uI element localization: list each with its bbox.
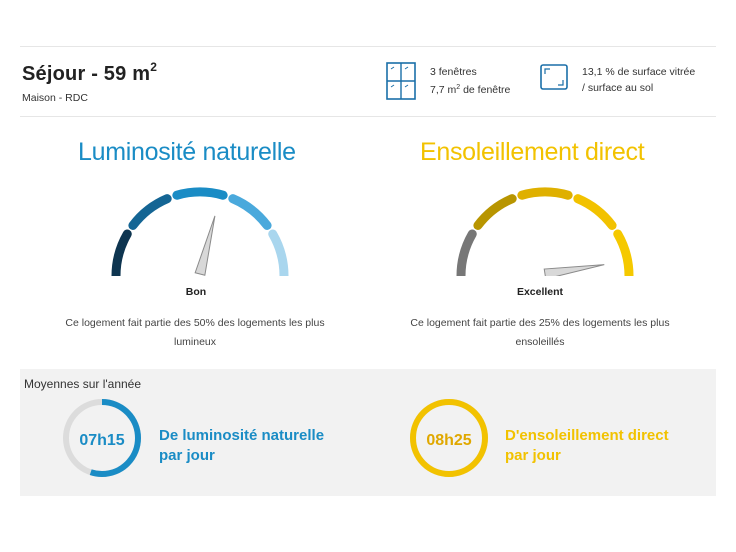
averages-title: Moyennes sur l'année — [24, 377, 142, 391]
surface-line-1: 13,1 % de surface vitrée — [582, 66, 696, 78]
sunshine-average-line-2: par jour — [505, 447, 561, 464]
sunshine-description: Ce logement fait partie des 25% des loge… — [410, 317, 670, 348]
luminosity-description: Ce logement fait partie des 50% des loge… — [65, 317, 325, 348]
luminosity-ring-progress — [63, 399, 141, 477]
header-divider — [20, 116, 716, 117]
sunshine-gauge-segment-2 — [473, 194, 517, 230]
luminosity-average-ring — [63, 399, 141, 477]
sunshine-gauge-segment-4 — [573, 194, 617, 230]
luminosity-gauge-segment-5 — [268, 229, 289, 276]
windows-area: 7,7 m2 de fenêtre — [430, 84, 511, 96]
sunshine-average-ring — [410, 399, 488, 477]
surface-text: 13,1 % de surface vitrée / surface au so… — [582, 64, 695, 96]
sunshine-gauge-segment-3 — [517, 187, 573, 200]
sunshine-average-line-1: D'ensoleillement direct — [505, 427, 669, 444]
luminosity-gauge-segment-2 — [128, 194, 172, 230]
luminosity-gauge-segment-1 — [111, 229, 132, 276]
sunshine-gauge-segment-5 — [613, 229, 634, 276]
luminosity-title: Luminosité naturelle — [78, 138, 296, 166]
luminosity-gauge-segment-3 — [172, 187, 228, 200]
room-title: Séjour - 59 m2 — [22, 60, 158, 85]
sunshine-gauge-segment-1 — [456, 229, 477, 276]
sunshine-rating: Excellent — [516, 286, 564, 298]
luminosity-average-line-1: De luminosité naturelle — [159, 427, 325, 444]
luminosity-gauge-needle — [194, 215, 216, 276]
luminosity-average-label: De luminosité naturelle par jour — [159, 426, 359, 466]
luminosity-gauge-segment-4 — [228, 194, 272, 230]
luminosity-rating: Bon — [185, 286, 207, 298]
window-icon — [386, 62, 416, 105]
sunshine-average-label: D'ensoleillement direct par jour — [505, 426, 705, 466]
glazed-surface-icon — [540, 64, 568, 95]
luminosity-average-value: 07h15 — [79, 432, 125, 449]
surface-line-2: / surface au sol — [582, 82, 654, 94]
yearly-averages-panel: Moyennes sur l'année 07h15 De luminosité… — [20, 369, 716, 496]
sunshine-title: Ensoleillement direct — [420, 138, 645, 166]
windows-info: 3 fenêtres 7,7 m2 de fenêtre — [386, 62, 510, 105]
sunshine-gauge-needle — [543, 264, 605, 276]
sunshine-ring-progress — [410, 399, 488, 477]
windows-text: 3 fenêtres 7,7 m2 de fenêtre — [430, 64, 510, 98]
top-divider — [20, 46, 716, 47]
room-header: Séjour - 59 m2 Maison - RDC — [22, 60, 157, 104]
sunshine-average-value: 08h25 — [426, 432, 472, 449]
luminosity-gauge — [111, 187, 289, 276]
room-subtitle: Maison - RDC — [22, 92, 88, 104]
luminosity-average-line-2: par jour — [159, 447, 215, 464]
surface-info: 13,1 % de surface vitrée / surface au so… — [540, 64, 695, 96]
windows-count: 3 fenêtres — [430, 66, 477, 78]
sunshine-gauge — [456, 187, 634, 276]
